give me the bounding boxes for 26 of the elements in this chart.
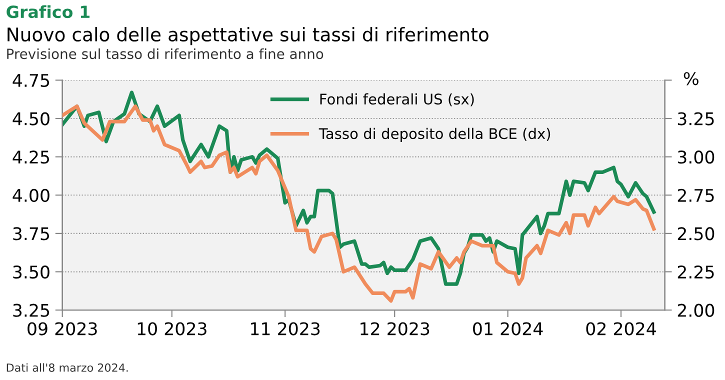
y-tick-label: 4.00 — [12, 188, 50, 202]
text: Grafico 1 — [6, 5, 90, 18]
y2-tick-label: 3.00 — [678, 150, 714, 164]
y2-tick-label: 2.25 — [678, 265, 714, 279]
y-tick-label: 3.50 — [13, 265, 50, 279]
y-tick-label: 3.75 — [13, 227, 50, 240]
text: Dati all'8 marzo 2024. — [6, 363, 128, 372]
y2-tick-label: 2.50 — [678, 227, 714, 240]
chart-title: Nuovo calo delle aspettative sui tassi di riferimento — [8, 27, 488, 46]
x-tick-label: 11 2023 — [251, 322, 320, 336]
chart-subtitle: Previsione sul tasso di riferimento a fine anno — [7, 48, 324, 60]
legend-label: Fondi federali US (sx) — [320, 93, 474, 106]
y2-axis-title: % — [684, 72, 698, 86]
y2-tick-label: 3.25 — [678, 112, 714, 126]
y2-tick-label: 2.75 — [678, 188, 714, 202]
x-tick-label: 01 2024 — [473, 322, 543, 336]
x-tick-label: 12 2023 — [360, 322, 430, 336]
x-tick-label: 10 2023 — [138, 322, 206, 336]
legend-label: Tasso di deposito della BCE (dx) — [318, 128, 550, 142]
y-tick-label: 4.75 — [12, 74, 50, 88]
x-tick-label: 09 2023 — [28, 322, 97, 336]
y-tick-label: 4.25 — [12, 150, 50, 164]
y-tick-label: 4.50 — [12, 112, 50, 126]
y-tick-label: 3.25 — [13, 304, 50, 317]
y2-tick-label: 2.00 — [678, 304, 714, 317]
x-tick-label: 02 2024 — [586, 322, 656, 336]
